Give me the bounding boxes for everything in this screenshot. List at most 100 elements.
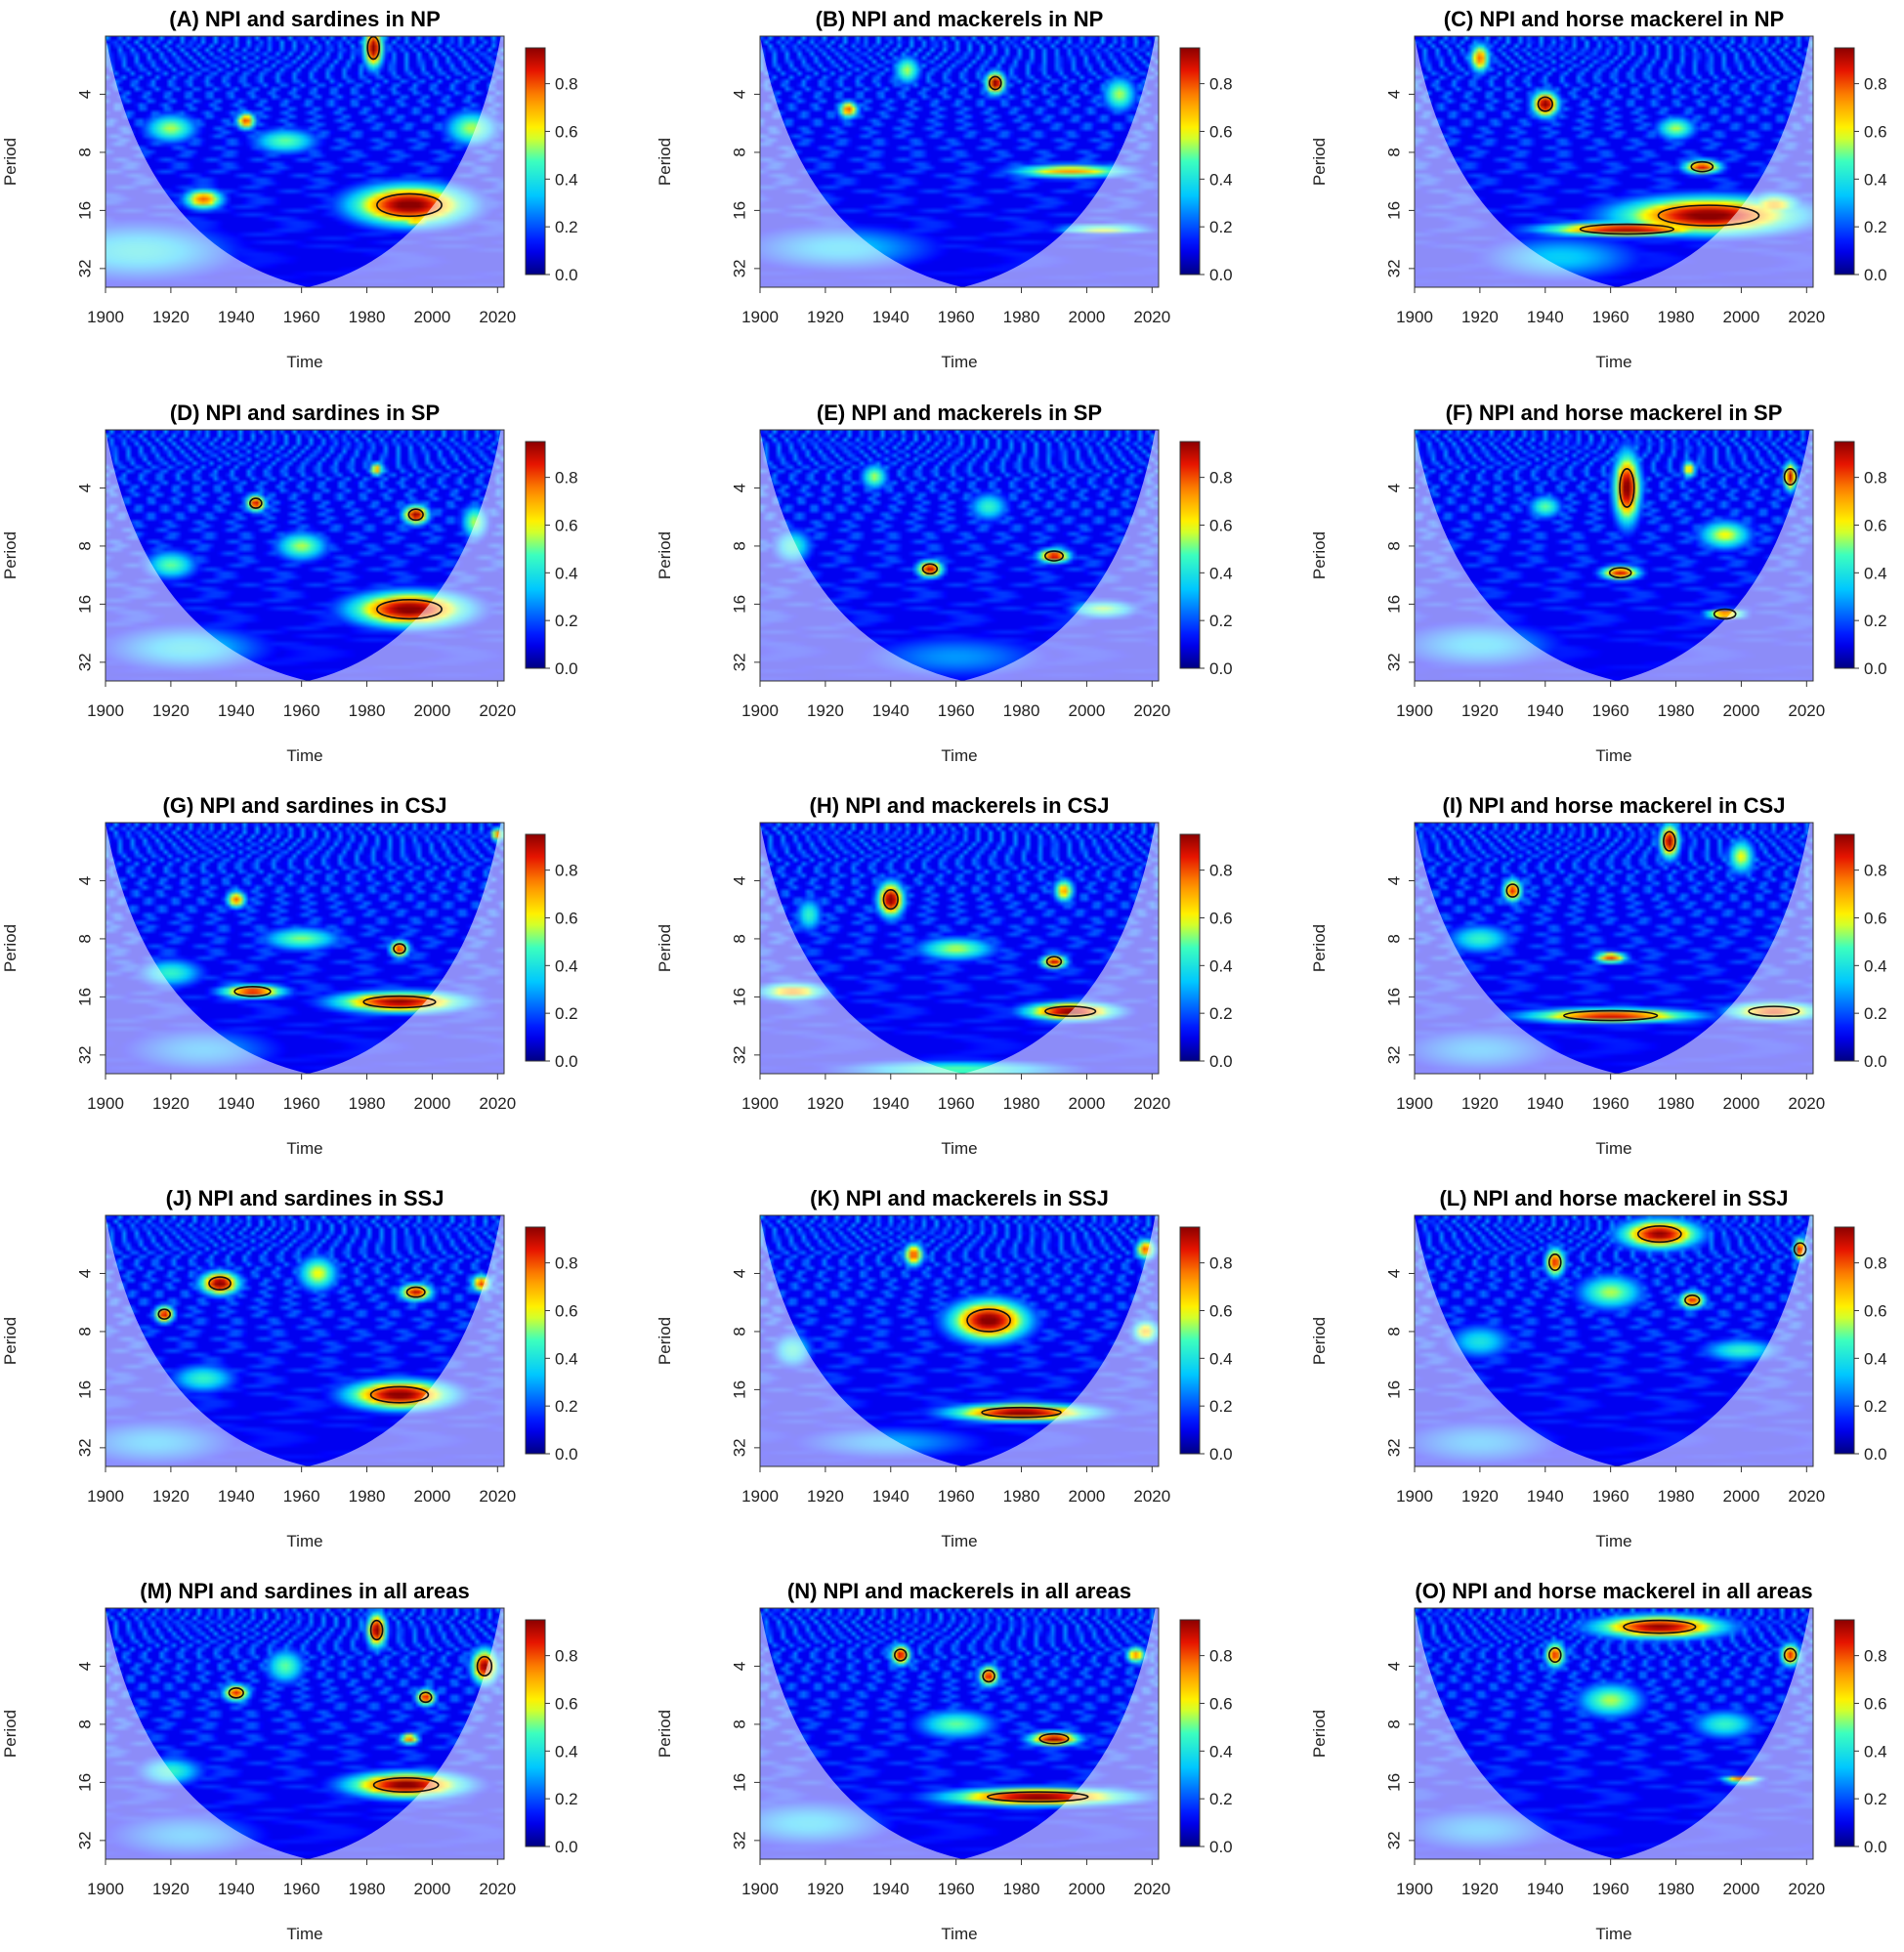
panel-title: (H) NPI and mackerels in CSJ: [810, 793, 1110, 818]
x-tick-label: 1900: [741, 701, 779, 720]
colorbar-tick-label: 0.0: [1864, 1052, 1887, 1071]
plot-frame: [105, 429, 505, 682]
colorbar-tick-label: 0.0: [1209, 266, 1233, 284]
colorbar-tick-label: 0.0: [1209, 659, 1233, 678]
colorbar-tick-label: 0.0: [1864, 1445, 1887, 1464]
colorbar-tick-label: 0.4: [1209, 956, 1233, 975]
colorbar: [525, 1619, 546, 1847]
colorbar-tick-label: 0.2: [555, 218, 578, 236]
significance-contour: [1690, 160, 1714, 173]
panel-title: (M) NPI and sardines in all areas: [140, 1579, 469, 1603]
cone-of-influence: [760, 1608, 1159, 1859]
x-tick-label: 2000: [1723, 1880, 1760, 1898]
y-tick-label: 16: [1384, 988, 1403, 1006]
colorbar-tick-label: 0.8: [1864, 469, 1887, 488]
y-tick-label: 32: [75, 1045, 94, 1064]
x-tick-label: 2020: [1133, 1094, 1170, 1113]
x-tick-label: 1900: [87, 1094, 124, 1113]
significance-contour: [369, 1619, 384, 1641]
y-tick-label: 8: [1384, 1719, 1403, 1728]
panel-d: (D) NPI and sardines in SP 1900 1920 1940 19…: [1, 401, 578, 765]
x-tick-label: 2000: [1723, 1094, 1760, 1113]
y-tick-label: 16: [730, 988, 748, 1006]
panel-h: (H) NPI and mackerels in CSJ 1900 1920 1940…: [656, 793, 1233, 1158]
colorbar-tick-label: 0.4: [555, 170, 578, 189]
x-axis-label: Time: [286, 1139, 322, 1158]
x-tick-label: 1940: [872, 1094, 910, 1113]
colorbar-tick-label: 0.8: [1864, 1254, 1887, 1273]
x-tick-label: 1980: [349, 701, 386, 720]
x-tick-label: 1920: [807, 1094, 844, 1113]
panel-title: (L) NPI and horse mackerel in SSJ: [1439, 1186, 1788, 1210]
x-tick-label: 1980: [1658, 701, 1695, 720]
cone-of-influence: [760, 430, 1159, 681]
colorbar-tick-label: 0.4: [1864, 564, 1887, 582]
y-tick-label: 32: [1384, 1438, 1403, 1457]
y-tick-label: 8: [75, 1327, 94, 1336]
x-tick-label: 1900: [87, 308, 124, 326]
x-tick-label: 1920: [152, 1487, 190, 1506]
panel-l: (L) NPI and horse mackerel in SSJ 1900 192…: [1310, 1186, 1887, 1550]
panel-title: (G) NPI and sardines in CSJ: [163, 793, 447, 818]
x-tick-label: 1960: [283, 1487, 320, 1506]
x-tick-label: 1900: [87, 1880, 124, 1898]
significance-contour: [407, 508, 424, 522]
colorbar-tick-label: 0.6: [1864, 909, 1887, 927]
significance-contour: [418, 1691, 433, 1704]
y-tick-label: 32: [730, 259, 748, 277]
y-tick-label: 32: [75, 259, 94, 277]
y-axis-label: Period: [1, 924, 20, 972]
colorbar-tick-label: 0.2: [1209, 1004, 1233, 1023]
x-tick-label: 2020: [479, 701, 516, 720]
significance-contour: [882, 888, 899, 911]
x-tick-label: 1940: [872, 308, 910, 326]
significance-contour: [1548, 1253, 1562, 1271]
y-axis-label: Period: [1310, 1317, 1329, 1365]
colorbar: [1834, 1226, 1855, 1455]
x-tick-label: 1900: [1396, 1487, 1433, 1506]
colorbar-tick-label: 0.2: [1864, 218, 1887, 236]
y-tick-label: 16: [75, 1773, 94, 1792]
y-tick-label: 8: [75, 934, 94, 943]
x-tick-label: 1900: [1396, 1094, 1433, 1113]
significance-contour: [986, 1791, 1089, 1803]
significance-contour: [894, 1648, 908, 1662]
x-axis-label: Time: [1595, 1925, 1631, 1943]
x-tick-label: 1980: [1003, 701, 1040, 720]
panel-title: (C) NPI and horse mackerel in NP: [1444, 7, 1784, 31]
x-axis-label: Time: [1595, 1139, 1631, 1158]
x-tick-label: 1960: [1592, 1880, 1629, 1898]
colorbar-tick-label: 0.6: [555, 1301, 578, 1320]
y-tick-label: 4: [75, 876, 94, 885]
significance-contour: [1684, 1294, 1701, 1306]
x-axis-label: Time: [941, 353, 977, 371]
x-tick-label: 1940: [1527, 308, 1564, 326]
x-tick-label: 2020: [1133, 1487, 1170, 1506]
significance-contour: [1045, 955, 1063, 968]
x-axis-label: Time: [286, 1532, 322, 1550]
panel-title: (A) NPI and sardines in NP: [169, 7, 441, 31]
colorbar-tick-label: 0.8: [1209, 1254, 1233, 1273]
x-tick-label: 2000: [1723, 308, 1760, 326]
colorbar-tick-label: 0.2: [555, 1397, 578, 1416]
colorbar-tick-label: 0.2: [1864, 1004, 1887, 1023]
significance-contour: [1793, 1242, 1807, 1257]
panel-m: (M) NPI and sardines in all areas 1900 192…: [1, 1579, 578, 1943]
y-axis-label: Period: [656, 1710, 674, 1758]
x-tick-label: 1980: [349, 1880, 386, 1898]
significance-contour: [369, 1385, 430, 1404]
x-axis-label: Time: [286, 746, 322, 765]
x-tick-label: 2020: [1788, 1487, 1825, 1506]
plot-frame: [759, 822, 1160, 1075]
significance-contour: [1657, 204, 1760, 227]
significance-contour: [249, 497, 263, 509]
y-tick-label: 4: [730, 876, 748, 885]
significance-contour: [228, 1686, 244, 1699]
significance-contour: [1548, 1647, 1562, 1664]
y-tick-label: 32: [1384, 259, 1403, 277]
colorbar: [1834, 833, 1855, 1062]
colorbar-tick-label: 0.4: [1209, 564, 1233, 582]
y-tick-label: 16: [730, 1773, 748, 1792]
x-axis-label: Time: [1595, 1532, 1631, 1550]
x-tick-label: 1940: [218, 1094, 255, 1113]
